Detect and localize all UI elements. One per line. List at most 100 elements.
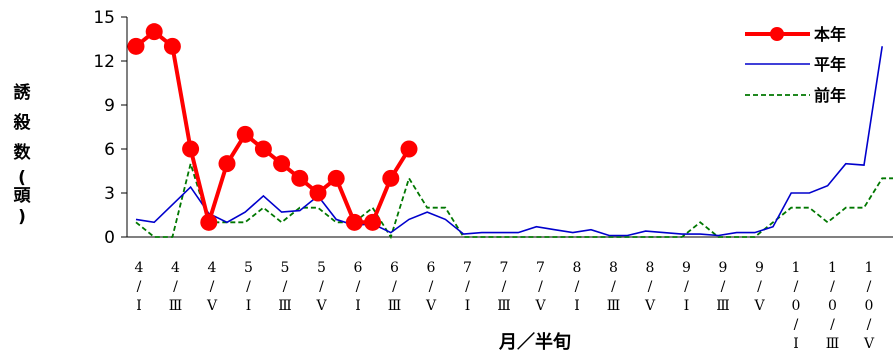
series-point <box>200 213 218 231</box>
x-tick-half: Ⅲ <box>497 298 511 314</box>
x-tick-month: 6 <box>390 260 399 276</box>
x-tick-separator: / <box>794 279 799 295</box>
x-tick-separator: / <box>757 279 762 295</box>
x-tick-month: 6 <box>354 260 363 276</box>
series-point <box>364 213 382 231</box>
x-tick-half: Ⅴ <box>644 298 656 314</box>
x-tick-month: 8 <box>609 260 618 276</box>
y-axis-label-char: ) <box>18 207 26 227</box>
legend-label-0: 本年 <box>814 25 846 44</box>
series-point <box>182 140 200 158</box>
x-tick-half: Ⅰ <box>246 298 252 314</box>
x-tick-month: 6 <box>427 260 436 276</box>
series-point <box>382 169 400 187</box>
series-point <box>273 155 291 173</box>
y-axis-label-char: ( <box>18 168 26 188</box>
x-axis-label: 月／半旬 <box>498 331 571 353</box>
series-layer <box>127 23 893 240</box>
x-tick-separator: / <box>283 279 288 295</box>
series-line-0 <box>134 29 411 225</box>
x-tick-half: Ⅲ <box>716 298 730 314</box>
y-axis-ticks: 0 3 6 9 12 15 <box>93 8 127 248</box>
axes <box>126 17 893 238</box>
x-tick-half: Ⅰ <box>355 298 361 314</box>
x-tick-separator: / <box>246 279 251 295</box>
x-tick-separator: / <box>356 279 361 295</box>
y-tick-label: 15 <box>93 8 115 28</box>
x-tick-half: Ⅰ <box>465 298 471 314</box>
x-tick-half: Ⅲ <box>169 298 183 314</box>
series-point <box>327 169 345 187</box>
series-point <box>218 155 236 173</box>
x-tick-separator: / <box>538 279 543 295</box>
x-tick-half: Ⅰ <box>136 298 142 314</box>
x-tick-month: 9 <box>682 260 691 276</box>
x-tick-half: Ⅴ <box>206 298 218 314</box>
x-tick-separator: / <box>429 279 434 295</box>
x-tick-half: Ⅲ <box>826 336 840 352</box>
y-axis-label-char: 殺 <box>13 112 32 133</box>
x-tick-half: Ⅲ <box>278 298 292 314</box>
x-tick-separator: / <box>648 279 653 295</box>
x-tick-month: 0 <box>792 298 801 314</box>
series-point <box>145 23 163 41</box>
x-tick-separator: / <box>867 317 872 333</box>
x-tick-month: 1 <box>828 260 837 276</box>
x-tick-separator: / <box>794 317 799 333</box>
x-tick-separator: / <box>684 279 689 295</box>
x-tick-separator: / <box>611 279 616 295</box>
x-tick-separator: / <box>575 279 580 295</box>
y-tick-label: 6 <box>104 140 115 160</box>
x-tick-half: Ⅰ <box>574 298 580 314</box>
legend-marker <box>770 27 784 41</box>
y-tick-label: 9 <box>104 96 115 116</box>
x-tick-month: 5 <box>244 260 253 276</box>
x-tick-month: 5 <box>281 260 290 276</box>
x-tick-half: Ⅴ <box>753 298 765 314</box>
x-tick-separator: / <box>830 279 835 295</box>
x-tick-month: 9 <box>719 260 728 276</box>
series-point <box>163 37 181 55</box>
x-tick-separator: / <box>867 279 872 295</box>
y-tick-label: 12 <box>93 52 115 72</box>
y-axis-label-char: 頭 <box>14 186 32 206</box>
x-tick-month: 7 <box>500 260 509 276</box>
x-tick-separator: / <box>502 279 507 295</box>
series-point <box>254 140 272 158</box>
x-tick-month: 1 <box>792 260 801 276</box>
x-tick-half: Ⅲ <box>607 298 621 314</box>
series-point <box>291 169 309 187</box>
x-tick-month: 7 <box>463 260 472 276</box>
x-tick-separator: / <box>210 279 215 295</box>
legend-label-2: 前年 <box>814 86 846 105</box>
y-axis-label-char: 誘 <box>14 82 32 103</box>
x-tick-half: Ⅰ <box>793 336 799 352</box>
x-tick-half: Ⅴ <box>425 298 437 314</box>
x-tick-month: 4 <box>208 260 217 276</box>
x-tick-separator: / <box>173 279 178 295</box>
series-line-1 <box>135 46 883 237</box>
series-point <box>345 213 363 231</box>
x-tick-half: Ⅴ <box>863 336 875 352</box>
x-tick-half: Ⅲ <box>388 298 402 314</box>
x-tick-month: 4 <box>135 260 144 276</box>
x-tick-month: 9 <box>755 260 764 276</box>
legend-label-1: 平年 <box>814 55 846 74</box>
x-tick-month: 7 <box>536 260 545 276</box>
x-tick-separator: / <box>721 279 726 295</box>
x-tick-half: Ⅴ <box>315 298 327 314</box>
x-tick-separator: / <box>830 317 835 333</box>
series-line-2 <box>135 160 893 240</box>
x-tick-separator: / <box>137 279 142 295</box>
series-point <box>309 184 327 202</box>
x-tick-month: 5 <box>317 260 326 276</box>
x-tick-separator: / <box>465 279 470 295</box>
y-axis-label: 誘殺数 (頭) <box>13 82 32 227</box>
x-tick-separator: / <box>392 279 397 295</box>
x-tick-separator: / <box>319 279 324 295</box>
y-tick-label: 0 <box>104 228 115 248</box>
x-tick-month: 1 <box>865 260 874 276</box>
series-point <box>127 37 145 55</box>
